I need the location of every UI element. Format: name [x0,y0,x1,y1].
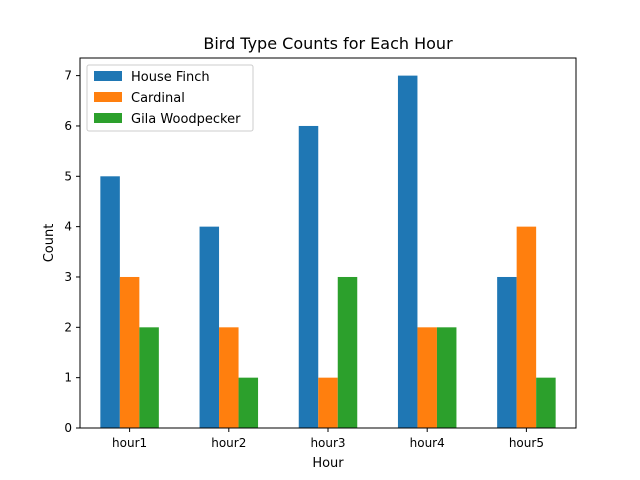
bar-cardinal-hour1 [119,276,140,428]
y-tick-label: 1 [64,371,72,385]
bar-gila-woodpecker-hour3 [337,276,358,428]
bar-house-finch-hour4 [397,75,418,428]
legend-label-cardinal: Cardinal [131,91,185,106]
bar-cardinal-hour2 [219,327,239,428]
y-axis: 0 1 2 3 4 5 6 7 [64,69,80,435]
legend-swatch-gila-woodpecker [94,113,122,123]
bar-house-finch-hour5 [497,276,517,428]
x-tick-label: hour5 [509,436,544,450]
bar-gila-woodpecker-hour2 [238,377,259,428]
y-tick-label: 5 [64,169,72,183]
legend-label-gila-woodpecker: Gila Woodpecker [131,112,241,127]
x-tick-label: hour1 [112,436,147,450]
x-tick-label: hour3 [310,436,345,450]
bar-cardinal-hour4 [417,327,437,428]
bar-house-finch-hour1 [100,176,120,428]
x-tick-label: hour2 [211,436,246,450]
chart-title: Bird Type Counts for Each Hour [203,34,453,53]
x-axis: hour1 hour2 hour3 hour4 hour5 [112,428,544,450]
y-tick-label: 4 [64,220,72,234]
x-tick-label: hour4 [410,436,445,450]
y-tick-label: 0 [64,421,72,435]
bars-layer [100,75,556,429]
y-tick-label: 6 [64,119,72,133]
plot-frame [79,57,577,429]
legend-box [86,64,254,132]
y-tick-label: 7 [64,69,72,83]
legend-swatch-cardinal [94,92,122,102]
bar-house-finch-hour2 [199,226,220,428]
x-axis-label: Hour [312,456,344,471]
y-tick-label: 3 [64,270,72,284]
bar-gila-woodpecker-hour4 [436,327,457,428]
bar-gila-woodpecker-hour5 [536,377,556,428]
legend-label-house-finch: House Finch [131,70,210,85]
legend-swatch-house-finch [94,71,122,81]
bar-house-finch-hour3 [298,125,319,429]
bar-cardinal-hour3 [318,377,338,428]
y-axis-label: Count [42,224,57,263]
y-tick-label: 2 [64,320,72,334]
bar-cardinal-hour5 [516,226,537,428]
legend: House Finch Cardinal Gila Woodpecker [86,64,254,132]
bar-gila-woodpecker-hour1 [139,327,159,428]
